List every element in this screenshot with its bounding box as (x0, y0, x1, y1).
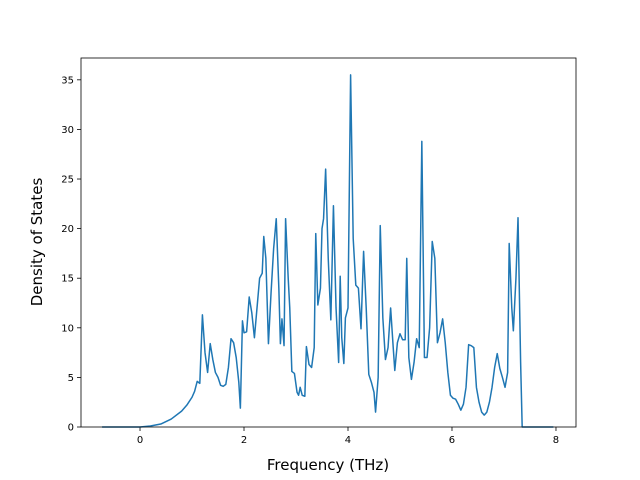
x-tick-label: 0 (137, 435, 143, 446)
y-tick-label: 5 (68, 373, 74, 384)
y-tick-label: 35 (61, 75, 74, 86)
y-tick-label: 30 (61, 125, 74, 136)
plot-frame (80, 57, 577, 428)
y-tick-label: 20 (61, 224, 74, 235)
x-tick-label: 8 (553, 435, 559, 446)
y-tick-label: 0 (68, 423, 74, 434)
y-tick-label: 10 (61, 323, 74, 334)
dos-line (102, 74, 554, 428)
y-tick-label: 25 (61, 175, 74, 186)
x-tick-label: 6 (449, 435, 455, 446)
x-tick-label: 2 (241, 435, 247, 446)
x-tick-label: 4 (345, 435, 351, 446)
y-tick-label: 15 (61, 274, 74, 285)
x-axis-label: Frequency (THz) (267, 456, 389, 474)
y-axis-label: Density of States (28, 178, 46, 307)
